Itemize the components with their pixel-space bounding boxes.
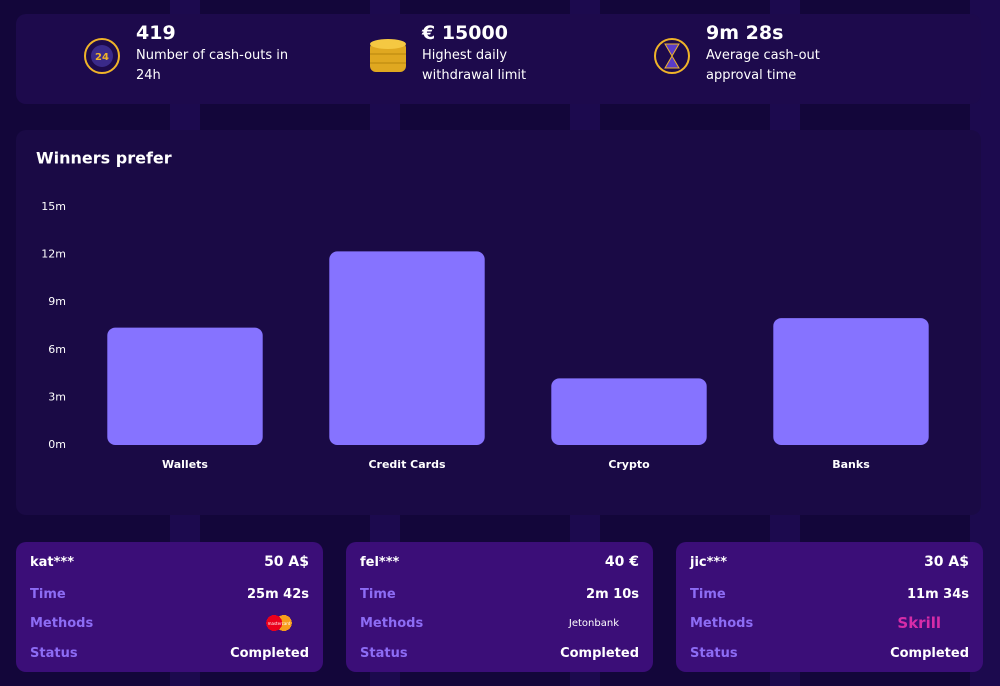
card-row: Status Completed xyxy=(690,643,969,663)
card-header: fel*** 40 € xyxy=(360,552,639,572)
stat: 24 419 Number of cash-outs in 24h xyxy=(80,22,296,86)
row-label: Time xyxy=(360,586,396,602)
y-tick-label: 12m xyxy=(41,248,66,261)
stat-label: Number of cash-outs in 24h xyxy=(136,48,289,83)
y-tick-label: 15m xyxy=(41,200,66,213)
card-row: Time 2m 10s xyxy=(360,584,639,604)
transaction-card: kat*** 50 A$ Time 25m 42s Methods mastercard S… xyxy=(16,542,323,672)
card-row: Status Completed xyxy=(30,643,309,663)
chart-title: Winners prefer xyxy=(36,149,172,168)
x-tick-label: Wallets xyxy=(162,458,208,471)
row-label: Time xyxy=(690,586,726,602)
y-tick-label: 6m xyxy=(48,343,66,356)
status: Completed xyxy=(230,645,309,661)
time: 11m 34s xyxy=(907,586,969,602)
card-row: Methods Skrill xyxy=(690,613,969,633)
row-label: Status xyxy=(30,645,78,661)
bar xyxy=(329,251,485,445)
method: mastercard xyxy=(263,614,295,632)
time: 2m 10s xyxy=(586,586,639,602)
stat-value: 9m 28s xyxy=(706,22,784,44)
y-tick-label: 3m xyxy=(48,390,66,403)
card-row: Methods mastercard xyxy=(30,613,309,633)
chart: Winners prefer 0m 3m 6m 9m 12m 15m Wallets Cred… xyxy=(36,149,929,471)
transaction-card: fel*** 40 € Time 2m 10s Methods Jetonbank Stat… xyxy=(346,542,653,672)
y-tick-label: 9m xyxy=(48,295,66,308)
card-header: jic*** 30 A$ xyxy=(690,552,969,572)
stat-label: Highest daily withdrawal limit xyxy=(422,48,527,83)
stat-value: 419 xyxy=(136,22,176,44)
user: fel*** xyxy=(360,554,400,570)
row-label: Status xyxy=(360,645,408,661)
card-row: Time 11m 34s xyxy=(690,584,969,604)
stats-panel: 24 419 Number of cash-outs in 24h € 15000… xyxy=(16,14,981,104)
y-tick-label: 0m xyxy=(48,438,66,451)
amount: 50 A$ xyxy=(264,554,309,570)
transaction-card: jic*** 30 A$ Time 11m 34s Methods Skrill Statu… xyxy=(676,542,983,672)
coins-icon xyxy=(370,39,406,72)
stat-value: € 15000 xyxy=(422,22,508,44)
x-tick-label: Credit Cards xyxy=(368,458,445,471)
row-label: Methods xyxy=(690,615,754,631)
card-header: kat*** 50 A$ xyxy=(30,552,309,572)
bar xyxy=(107,327,263,445)
amount: 30 A$ xyxy=(924,554,969,570)
row-label: Methods xyxy=(360,615,424,631)
row-label: Time xyxy=(30,586,66,602)
method: Jetonbank xyxy=(568,617,619,629)
user: jic*** xyxy=(690,554,728,570)
amount: 40 € xyxy=(604,554,639,570)
bar xyxy=(551,378,707,445)
bar xyxy=(773,318,929,445)
row-label: Status xyxy=(690,645,738,661)
card-row: Time 25m 42s xyxy=(30,584,309,604)
chart-panel: Winners prefer 0m 3m 6m 9m 12m 15m Wallets Cred… xyxy=(16,130,981,515)
x-tick-label: Crypto xyxy=(608,458,650,471)
x-tick-label: Banks xyxy=(832,458,870,471)
row-label: Methods xyxy=(30,615,94,631)
time: 25m 42s xyxy=(247,586,309,602)
stat-label: Average cash-out approval time xyxy=(706,48,820,83)
stat: € 15000 Highest daily withdrawal limit xyxy=(366,22,582,86)
hourglass-icon xyxy=(654,38,690,74)
user: kat*** xyxy=(30,554,75,570)
svg-text:24: 24 xyxy=(95,52,109,63)
status: Completed xyxy=(560,645,639,661)
card-row: Methods Jetonbank xyxy=(360,613,639,633)
card-row: Status Completed xyxy=(360,643,639,663)
stat: 9m 28s Average cash-out approval time xyxy=(650,22,866,86)
status: Completed xyxy=(890,645,969,661)
method: Skrill xyxy=(897,614,941,632)
clock-icon: 24 xyxy=(84,38,120,74)
